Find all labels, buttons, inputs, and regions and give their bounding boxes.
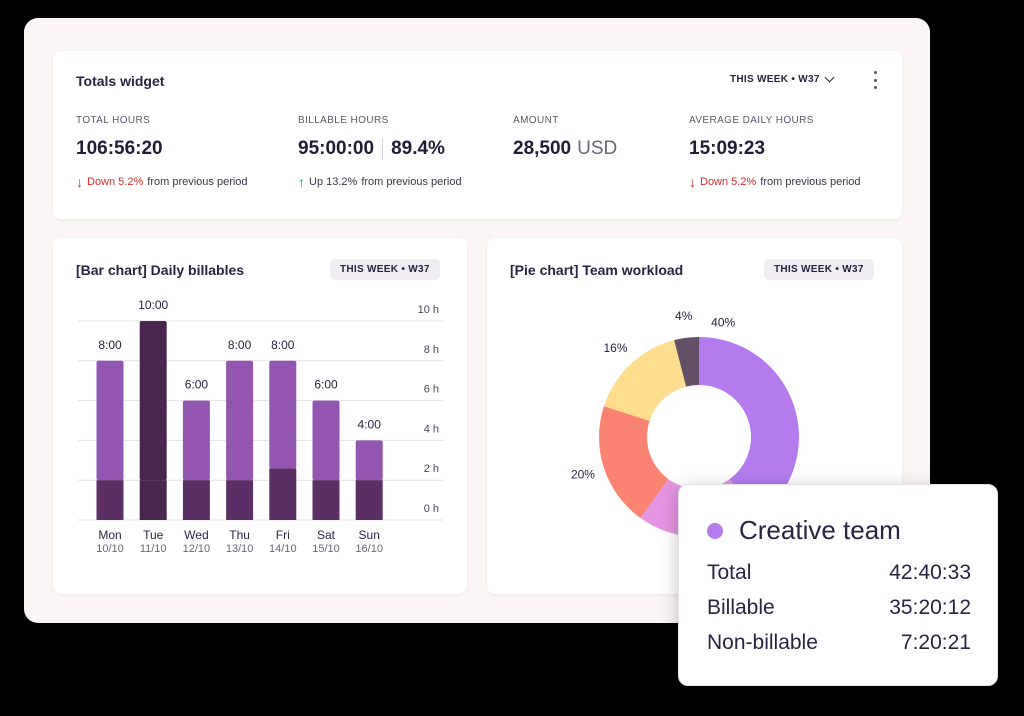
team-tooltip: Creative team Total 42:40:33 Billable 35:2… [678, 484, 998, 686]
team-color-dot [707, 522, 723, 539]
bar-value-label: 8:00 [271, 338, 295, 352]
metric-value: 95:00:00 89.4% [298, 138, 445, 160]
chevron-down-icon [824, 72, 835, 83]
x-tick-label: Mon [98, 528, 121, 542]
x-date-label: 11/10 [140, 543, 167, 555]
tooltip-team-name: Creative team [739, 515, 901, 545]
bar-mon [96, 360, 124, 481]
arrow-up-icon: ↑ [298, 174, 305, 190]
metric-label: BILLABLE HOURS [298, 115, 389, 126]
x-date-label: 12/10 [183, 543, 211, 555]
bar-chart-period-chip[interactable]: THIS WEEK • W37 [330, 259, 440, 280]
y-tick-label: 8 h [424, 344, 439, 356]
metric-value: 15:09:23 [689, 138, 766, 159]
x-tick-label: Thu [229, 528, 250, 542]
bar-sun [355, 440, 383, 481]
bar-chart: 0 h2 h4 h6 h8 h10 h8:00Mon10/1010:00Tue1… [78, 298, 443, 555]
metric-trend: ↓ Down 5.2% from previous period [689, 174, 861, 190]
y-tick-label: 0 h [424, 503, 439, 515]
arrow-down-icon: ↓ [689, 174, 696, 190]
metric-trend: ↓ Down 5.2% from previous period [76, 174, 248, 190]
totals-widget-title: Totals widget [76, 73, 165, 89]
bar-value-label: 8:00 [228, 338, 252, 352]
metric-average-daily-hours: AVERAGE DAILY HOURS 15:09:23 ↓ Down 5.2%… [689, 115, 861, 190]
bar-value-label: 10:00 [138, 298, 168, 312]
x-tick-label: Tue [143, 528, 164, 542]
y-tick-label: 2 h [424, 463, 439, 475]
period-dropdown[interactable]: THIS WEEK • W37 [730, 72, 835, 85]
x-tick-label: Wed [184, 528, 208, 542]
pie-slice-4 [674, 337, 699, 387]
bar-base-thu [226, 480, 254, 520]
x-date-label: 15/10 [312, 543, 340, 555]
bar-chart-title: [Bar chart] Daily billables [76, 262, 245, 278]
pie-slice-label: 16% [603, 341, 627, 355]
x-date-label: 16/10 [355, 543, 383, 555]
y-tick-label: 10 h [418, 304, 439, 316]
tooltip-header: Creative team [707, 515, 901, 546]
bar-base-fri [269, 468, 297, 520]
pie-slice-0 [699, 337, 799, 518]
bar-value-label: 6:00 [314, 378, 338, 392]
pie-slice-label: 4% [675, 309, 693, 323]
bar-thu [226, 360, 254, 481]
metric-total-hours: TOTAL HOURS 106:56:20 ↓ Down 5.2% from p… [76, 115, 248, 190]
metric-value: 28,500 USD [513, 138, 618, 159]
arrow-down-icon: ↓ [76, 174, 83, 190]
x-tick-label: Fri [276, 528, 290, 542]
tooltip-row-billable: Billable 35:20:12 [707, 596, 971, 619]
metric-label: TOTAL HOURS [76, 115, 151, 126]
x-date-label: 13/10 [226, 543, 254, 555]
bar-base-sat [312, 480, 340, 520]
metric-billable-hours: BILLABLE HOURS 95:00:00 89.4% ↑ Up 13.2% … [298, 115, 462, 190]
x-date-label: 14/10 [269, 543, 297, 555]
pie-chart-title: [Pie chart] Team workload [510, 262, 684, 278]
bar-tue [139, 321, 167, 481]
metric-amount: AMOUNT 28,500 USD [513, 115, 617, 160]
y-tick-label: 4 h [424, 423, 439, 435]
bar-fri [269, 360, 297, 469]
y-tick-label: 6 h [424, 384, 439, 396]
metric-label: AMOUNT [513, 115, 559, 126]
bar-value-label: 6:00 [185, 378, 209, 392]
bar-sat [312, 400, 340, 481]
bar-base-sun [355, 480, 383, 520]
bar-chart-card: [Bar chart] Daily billables THIS WEEK • … [53, 238, 467, 594]
pie-slice-label: 40% [711, 315, 735, 329]
bar-value-label: 8:00 [98, 338, 122, 352]
tooltip-row-total: Total 42:40:33 [707, 561, 971, 584]
bar-base-tue [139, 480, 167, 520]
metric-trend: ↑ Up 13.2% from previous period [298, 174, 462, 190]
bar-base-mon [96, 480, 124, 520]
pie-slice-label: 20% [571, 468, 595, 482]
metric-value: 106:56:20 [76, 138, 163, 159]
x-tick-label: Sat [317, 528, 336, 542]
more-options-icon[interactable] [870, 71, 880, 89]
x-tick-label: Sun [359, 528, 380, 542]
pie-chart-period-chip[interactable]: THIS WEEK • W37 [764, 259, 874, 280]
bar-value-label: 4:00 [358, 417, 382, 431]
pie-slice-2 [599, 406, 669, 518]
metric-label: AVERAGE DAILY HOURS [689, 115, 814, 126]
bar-wed [182, 400, 210, 481]
pie-slice-3 [603, 340, 687, 421]
x-date-label: 10/10 [96, 543, 124, 555]
tooltip-row-non-billable: Non-billable 7:20:21 [707, 631, 971, 654]
bar-base-wed [182, 480, 210, 520]
totals-widget: Totals widget THIS WEEK • W37 TOTAL HOUR… [53, 51, 902, 219]
period-dropdown-label: THIS WEEK • W37 [730, 74, 820, 85]
